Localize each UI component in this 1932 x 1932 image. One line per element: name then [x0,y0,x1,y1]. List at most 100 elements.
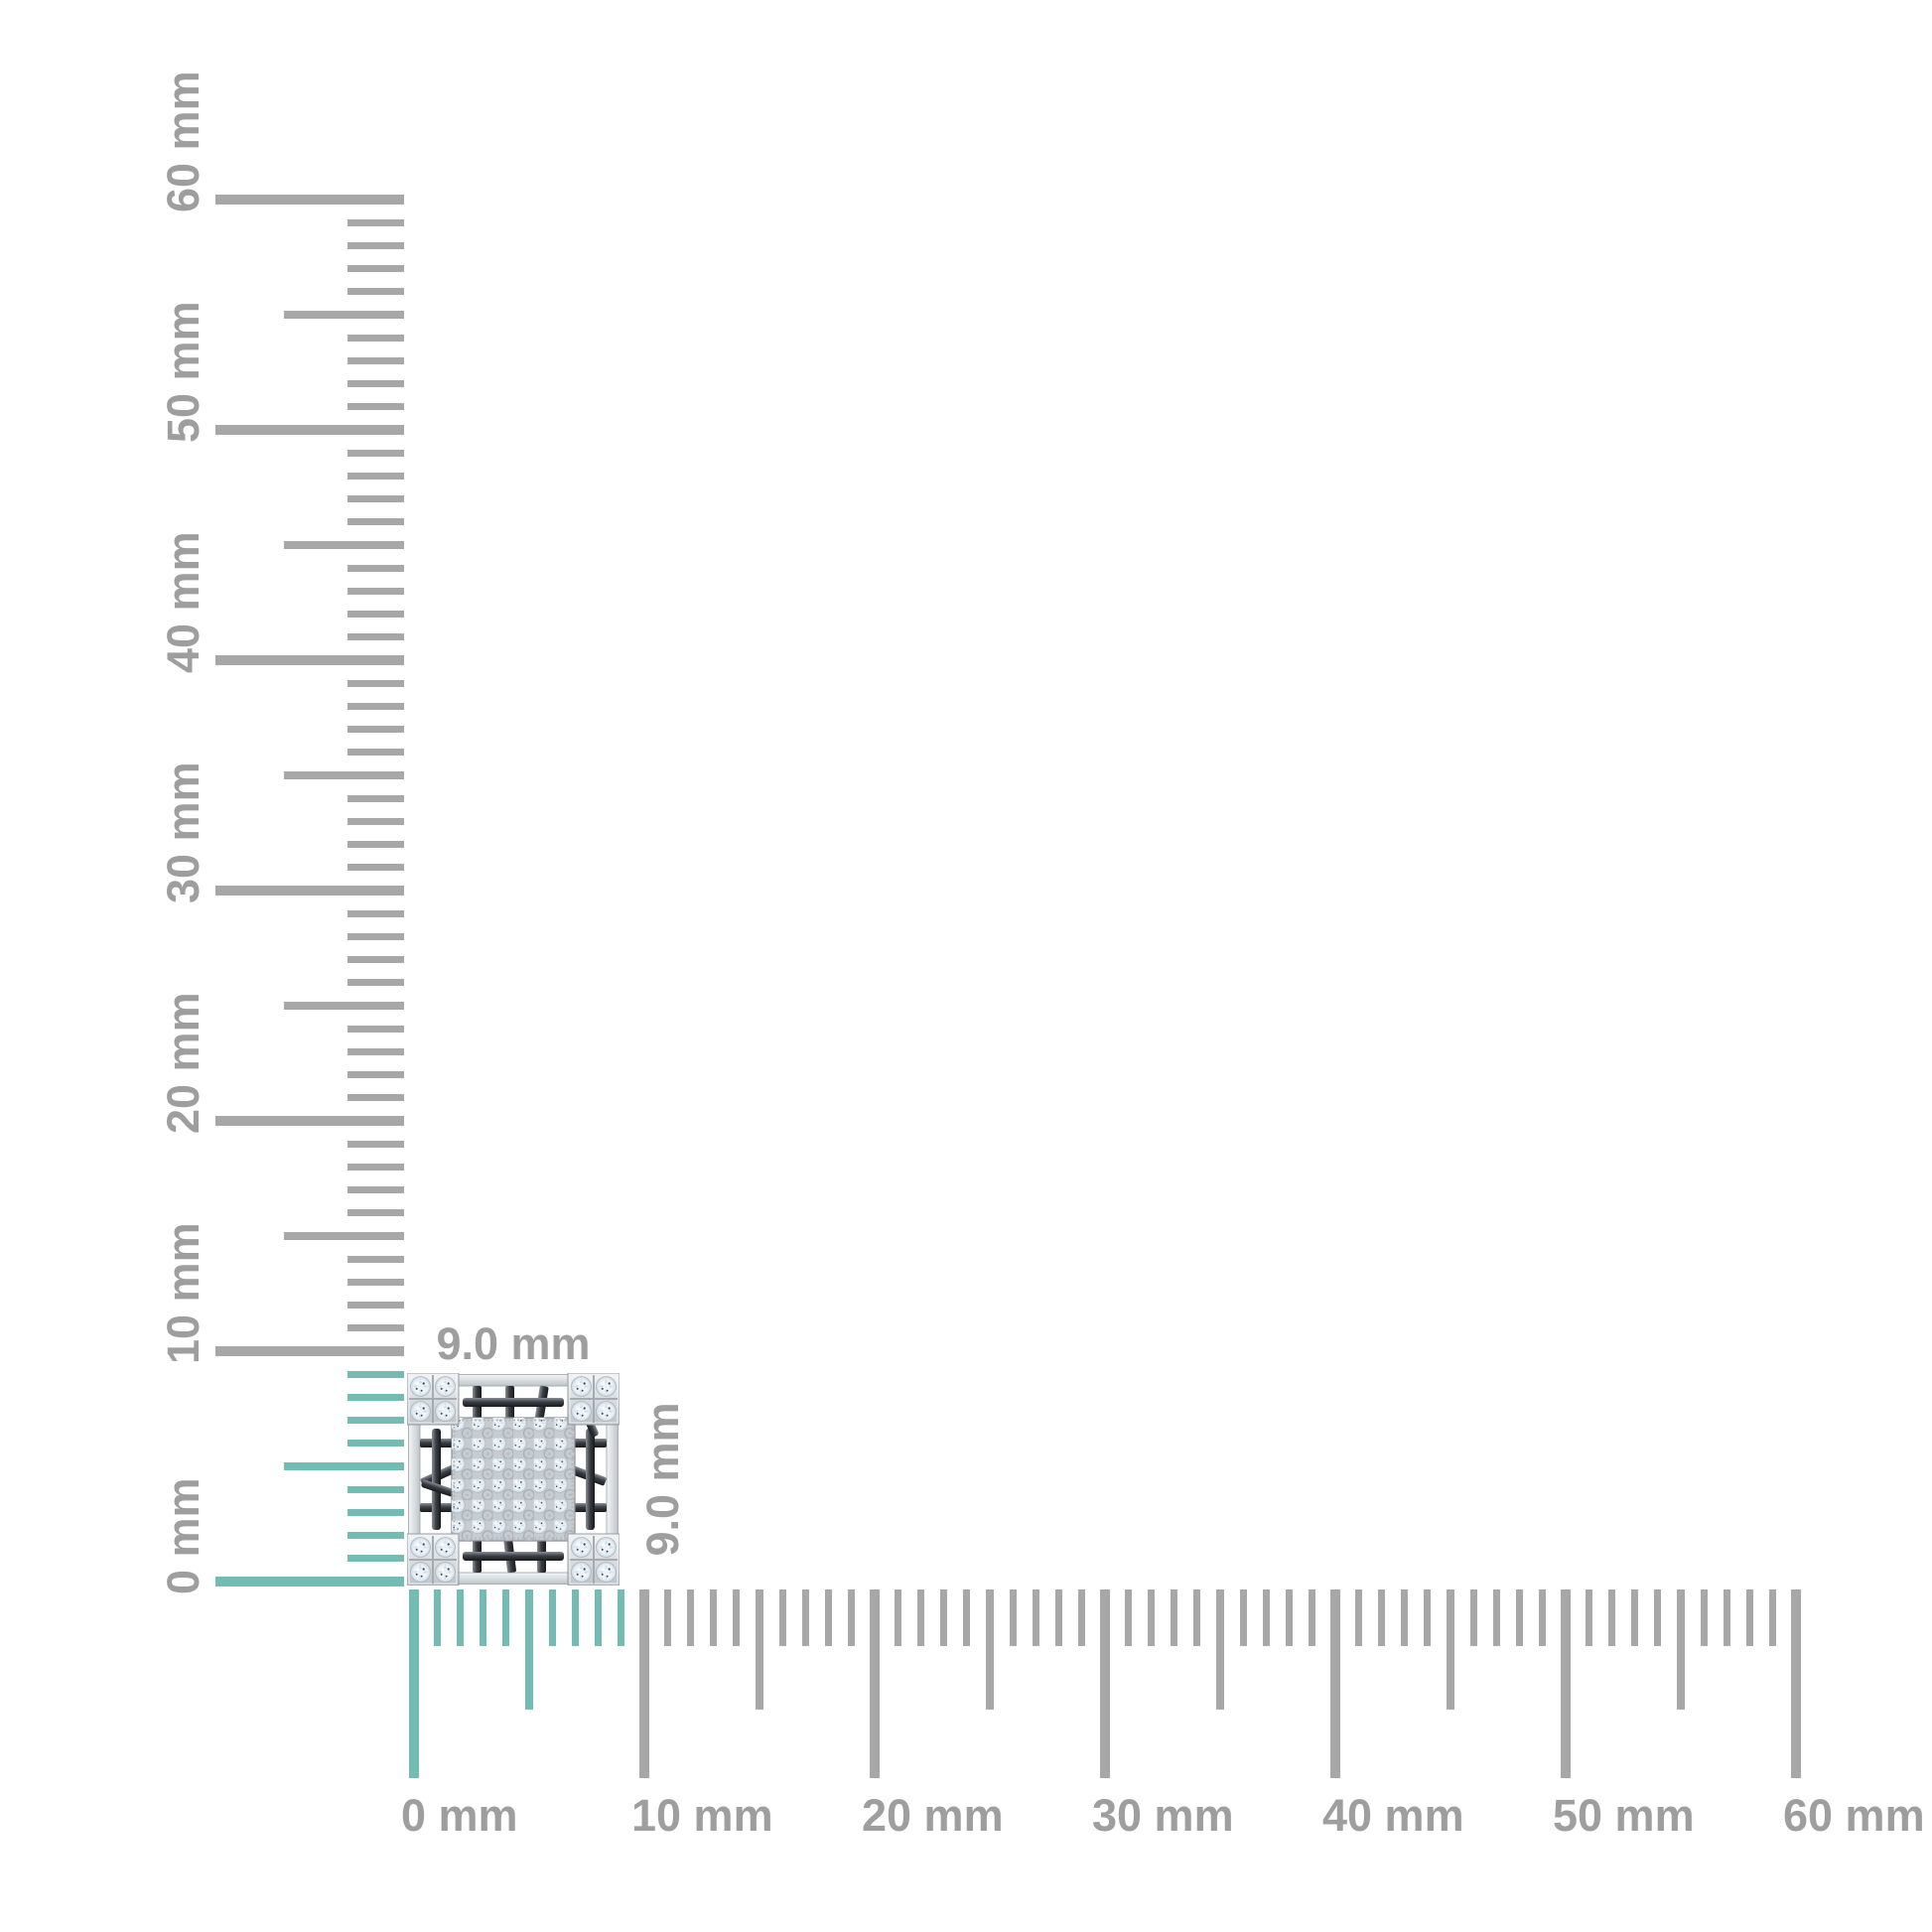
v-ruler-tick-54mm [347,334,404,342]
h-ruler-tick-57mm [1723,1589,1730,1646]
h-ruler-tick-31mm [1124,1589,1132,1646]
item-width-label: 9.0 mm [436,1318,591,1369]
h-ruler-tick-5mm [525,1589,533,1710]
v-ruler-label-10mm: 10 mm [158,1222,208,1364]
v-ruler-tick-25mm [284,1002,404,1010]
h-ruler-tick-7mm [571,1589,579,1646]
v-ruler-tick-30mm [215,886,404,896]
h-ruler-tick-33mm [1171,1589,1178,1646]
v-ruler-tick-44mm [347,564,404,572]
h-ruler-tick-30mm [1100,1589,1110,1778]
h-ruler-label-30mm: 30 mm [1092,1790,1234,1841]
v-ruler-tick-1mm [347,1555,404,1563]
v-ruler-tick-10mm [215,1346,404,1356]
h-ruler-tick-38mm [1286,1589,1294,1646]
v-ruler-tick-2mm [347,1532,404,1540]
h-ruler-label-20mm: 20 mm [862,1790,1004,1841]
v-ruler-tick-36mm [347,749,404,757]
h-ruler-label-60mm: 60 mm [1783,1790,1925,1841]
v-ruler-tick-47mm [347,495,404,503]
v-ruler-tick-55mm [284,311,404,319]
v-ruler-label-20mm: 20 mm [158,992,208,1134]
v-ruler-tick-45mm [284,541,404,549]
v-ruler-tick-26mm [347,979,404,987]
h-ruler-tick-4mm [502,1589,510,1646]
v-ruler-tick-49mm [347,449,404,457]
h-ruler-tick-49mm [1539,1589,1547,1646]
v-ruler-tick-35mm [284,771,404,779]
h-ruler-tick-28mm [1055,1589,1063,1646]
h-ruler-tick-15mm [756,1589,763,1710]
v-ruler-tick-4mm [347,1485,404,1493]
v-ruler-tick-37mm [347,726,404,734]
h-ruler-tick-9mm [618,1589,625,1646]
v-ruler-tick-7mm [347,1417,404,1425]
h-ruler-tick-25mm [986,1589,994,1710]
v-ruler-tick-5mm [284,1462,404,1470]
v-ruler-tick-8mm [347,1393,404,1401]
v-ruler-tick-12mm [347,1302,404,1310]
h-ruler-tick-27mm [1032,1589,1039,1646]
h-ruler-tick-54mm [1654,1589,1662,1646]
v-ruler-tick-43mm [347,587,404,595]
h-ruler-label-10mm: 10 mm [631,1790,773,1841]
v-ruler-label-50mm: 50 mm [158,301,208,443]
h-ruler-tick-55mm [1677,1589,1685,1710]
v-ruler-label-0mm: 0 mm [158,1477,208,1594]
h-ruler-tick-40mm [1330,1589,1340,1778]
v-ruler-tick-9mm [347,1370,404,1378]
h-ruler-tick-21mm [894,1589,901,1646]
v-ruler-tick-14mm [347,1255,404,1263]
jewel-gallery [420,1385,607,1574]
v-ruler-tick-6mm [347,1440,404,1448]
v-ruler-tick-27mm [347,956,404,964]
v-ruler-tick-0mm [215,1577,404,1587]
h-ruler-tick-29mm [1078,1589,1086,1646]
h-ruler-tick-53mm [1631,1589,1639,1646]
v-ruler-tick-33mm [347,817,404,825]
v-ruler-tick-20mm [215,1116,404,1126]
v-ruler-label-30mm: 30 mm [158,761,208,903]
v-ruler-tick-11mm [347,1324,404,1332]
h-ruler-tick-32mm [1147,1589,1155,1646]
v-ruler-tick-59mm [347,218,404,226]
h-ruler-tick-11mm [663,1589,671,1646]
h-ruler-tick-41mm [1354,1589,1362,1646]
h-ruler-tick-20mm [870,1589,880,1778]
h-ruler-tick-1mm [433,1589,441,1646]
h-ruler-tick-47mm [1492,1589,1500,1646]
v-ruler-tick-41mm [347,633,404,641]
v-ruler-tick-21mm [347,1094,404,1102]
h-ruler-tick-13mm [710,1589,718,1646]
h-ruler-tick-16mm [778,1589,786,1646]
h-ruler-tick-56mm [1700,1589,1708,1646]
v-ruler-label-60mm: 60 mm [158,70,208,212]
v-ruler-tick-29mm [347,909,404,917]
v-ruler-label-40mm: 40 mm [158,531,208,673]
jewelry-item [407,1373,620,1586]
h-ruler-tick-18mm [825,1589,833,1646]
h-ruler-tick-58mm [1746,1589,1754,1646]
h-ruler-tick-52mm [1607,1589,1615,1646]
v-ruler-tick-52mm [347,380,404,388]
h-ruler-label-40mm: 40 mm [1322,1790,1464,1841]
h-ruler-tick-59mm [1769,1589,1777,1646]
h-ruler-tick-60mm [1791,1589,1801,1778]
h-ruler-tick-2mm [456,1589,464,1646]
h-ruler-tick-39mm [1309,1589,1316,1646]
h-ruler-tick-26mm [1009,1589,1017,1646]
v-ruler-tick-32mm [347,841,404,849]
h-ruler-tick-23mm [940,1589,948,1646]
h-ruler-tick-17mm [801,1589,809,1646]
v-ruler-tick-28mm [347,932,404,940]
item-height-label: 9.0 mm [637,1402,688,1557]
v-ruler-tick-18mm [347,1163,404,1171]
jewel-pave-center [451,1417,576,1542]
h-ruler-label-0mm: 0 mm [401,1790,518,1841]
h-ruler-tick-12mm [686,1589,694,1646]
v-ruler-tick-56mm [347,288,404,296]
h-ruler-tick-51mm [1585,1589,1592,1646]
v-ruler-tick-13mm [347,1278,404,1286]
v-ruler-tick-34mm [347,794,404,802]
